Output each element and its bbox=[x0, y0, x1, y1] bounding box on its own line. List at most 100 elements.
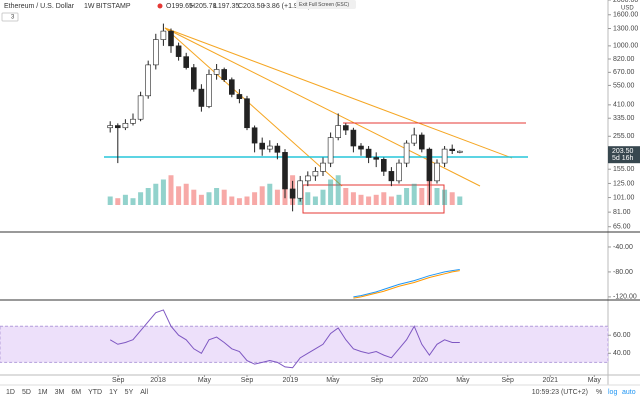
interval[interactable]: 1W bbox=[84, 3, 95, 10]
volume-bar bbox=[176, 186, 182, 205]
volume-bar bbox=[419, 188, 425, 205]
candle-body bbox=[304, 175, 311, 182]
volume-bar bbox=[115, 198, 121, 205]
candle-body bbox=[175, 45, 182, 57]
price-label: 2000.00 bbox=[613, 0, 638, 4]
volume-bar bbox=[328, 179, 334, 205]
volume-bar bbox=[214, 188, 220, 205]
volume-bar bbox=[381, 192, 387, 205]
candle-body bbox=[441, 148, 448, 164]
range-button[interactable]: YTD bbox=[88, 389, 102, 396]
candle-body bbox=[198, 88, 205, 107]
candle-body bbox=[274, 145, 281, 153]
range-button[interactable]: 6M bbox=[71, 389, 81, 396]
volume-bar bbox=[404, 188, 410, 205]
time-label: 2020 bbox=[412, 377, 428, 384]
range-button[interactable]: 1Y bbox=[109, 389, 118, 396]
rsi-label: 60.00 bbox=[613, 332, 631, 339]
time-label: 2019 bbox=[283, 377, 299, 384]
trendline bbox=[164, 27, 513, 159]
price-label: 1600.00 bbox=[613, 12, 638, 19]
candle-body bbox=[365, 148, 372, 158]
candle-body bbox=[342, 125, 349, 131]
range-button[interactable]: 1M bbox=[38, 389, 48, 396]
scale-option[interactable]: auto bbox=[622, 389, 636, 396]
candle-body bbox=[145, 64, 151, 97]
range-button[interactable]: 5D bbox=[22, 389, 31, 396]
currency: USD bbox=[621, 6, 634, 12]
volume-bar bbox=[138, 192, 144, 205]
price-label: 1300.00 bbox=[613, 25, 638, 32]
macd-label: -80.00 bbox=[613, 269, 633, 276]
volume-bar bbox=[236, 198, 242, 205]
scale-option[interactable]: log bbox=[608, 389, 617, 396]
candle-body bbox=[380, 159, 387, 172]
volume-bar bbox=[191, 189, 197, 205]
price-label: 550.00 bbox=[613, 82, 635, 89]
volume-bar bbox=[358, 194, 364, 205]
candle-body bbox=[191, 67, 197, 90]
volume-bar bbox=[434, 188, 440, 205]
candle-body bbox=[403, 142, 410, 164]
range-button[interactable]: All bbox=[140, 389, 148, 396]
candle-body bbox=[130, 118, 136, 124]
scale-option[interactable]: % bbox=[596, 389, 602, 396]
candle-body bbox=[434, 162, 440, 182]
volume-bar bbox=[442, 189, 448, 205]
candle-body bbox=[122, 123, 129, 129]
candle-body bbox=[229, 79, 235, 95]
candle-body bbox=[411, 134, 418, 144]
last-price-box bbox=[608, 146, 640, 164]
range-button[interactable]: 5Y bbox=[125, 389, 134, 396]
time-label: 2018 bbox=[150, 377, 166, 384]
candle-body bbox=[449, 148, 456, 152]
indicator-count[interactable]: 3 bbox=[11, 15, 15, 21]
candle-body bbox=[297, 180, 304, 199]
tooltip[interactable]: Exit Full Screen (ESC) bbox=[299, 2, 349, 8]
candle-body bbox=[107, 125, 113, 129]
price-label: 410.00 bbox=[613, 102, 635, 109]
time-label: Sep bbox=[501, 377, 514, 384]
price-label: 1000.00 bbox=[613, 43, 638, 50]
volume-bar bbox=[252, 192, 258, 205]
candle-body bbox=[244, 98, 250, 129]
drawings bbox=[104, 27, 528, 214]
volume-bar bbox=[145, 188, 151, 205]
volume-bar bbox=[168, 175, 174, 205]
volume-bar bbox=[153, 183, 159, 205]
range-button[interactable]: 3M bbox=[55, 389, 65, 396]
header: Ethereum / U.S. Dollar 1W BITSTAMP O199.… bbox=[1, 0, 356, 22]
time-label: 2021 bbox=[542, 377, 558, 384]
volume-bar bbox=[198, 194, 204, 205]
clock: 10:59:23 (UTC+2) bbox=[532, 389, 588, 396]
candle-body bbox=[266, 145, 273, 150]
tooltip-bg bbox=[296, 0, 356, 9]
volume-bar bbox=[388, 196, 394, 205]
ohlc: O199.65 bbox=[166, 3, 193, 10]
volume-bar bbox=[411, 183, 417, 205]
macd-label: -40.00 bbox=[613, 244, 633, 251]
candle-body bbox=[153, 39, 159, 66]
volume-bar bbox=[396, 194, 402, 205]
macd-line bbox=[353, 270, 460, 299]
price-label: 125.00 bbox=[613, 180, 635, 187]
price-label: 155.00 bbox=[613, 166, 635, 173]
volume-bar bbox=[335, 175, 341, 205]
volume-bar bbox=[229, 196, 235, 205]
status-dot bbox=[157, 3, 163, 9]
candle-body bbox=[350, 129, 357, 147]
candle-body bbox=[456, 150, 463, 153]
volume-bar bbox=[122, 194, 128, 205]
time-label: May bbox=[456, 377, 470, 384]
candle-body bbox=[115, 125, 121, 129]
price-label: 255.00 bbox=[613, 133, 635, 140]
toolbar: 1D 5D 1M 3M 6M YTD 1Y 5Y All 10:59:23 (UTC+2)% log… bbox=[6, 389, 636, 396]
candle-body bbox=[183, 56, 189, 68]
countdown: 5d 16h bbox=[612, 155, 634, 162]
macd-label: -120.00 bbox=[613, 294, 637, 301]
range-button[interactable]: 1D bbox=[6, 389, 15, 396]
rsi-band bbox=[0, 325, 609, 363]
candle-body bbox=[426, 148, 433, 182]
indicator-toggle[interactable] bbox=[1, 12, 19, 22]
